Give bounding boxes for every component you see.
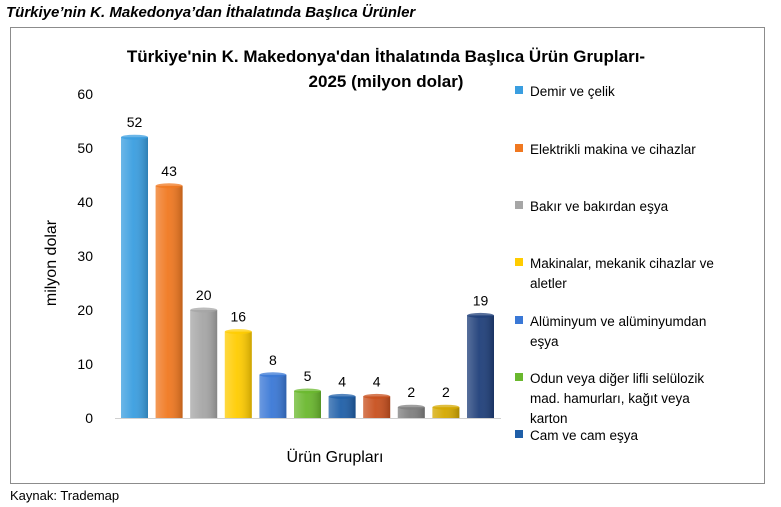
legend-swatch <box>515 86 523 94</box>
bar-shade <box>259 374 287 418</box>
y-tick-label: 30 <box>77 248 93 264</box>
bar-shade <box>467 315 494 418</box>
bar-shade <box>432 407 460 418</box>
legend-swatch <box>515 201 523 209</box>
legend-swatch <box>515 258 523 266</box>
legend-entry-text: Cam ve cam eşya <box>530 428 639 443</box>
bar-top <box>190 307 218 313</box>
y-tick-label: 50 <box>77 140 93 156</box>
bar-shade <box>155 185 183 418</box>
legend-swatch <box>515 316 523 324</box>
legend-entry-text: Demir ve çelik <box>530 84 615 99</box>
bar-data-label: 8 <box>269 352 277 368</box>
bar-shade <box>224 331 252 418</box>
bar-data-label: 5 <box>304 368 312 384</box>
legend-entry-text: karton <box>530 411 568 426</box>
bar-chart: Türkiye'nin K. Makedonya'dan İthalatında… <box>43 47 714 466</box>
chart-frame: Türkiye'nin K. Makedonya'dan İthalatında… <box>10 27 765 484</box>
bar-shade <box>121 137 148 418</box>
legend-entry-text: Makinalar, mekanik cihazlar ve <box>530 256 714 271</box>
bar-shade <box>190 310 218 418</box>
bar-shade <box>363 396 391 418</box>
legend-entry-text: Alüminyum ve alüminyumdan <box>530 314 706 329</box>
legend-entry-text: mad. hamurları, kağıt veya <box>530 391 690 406</box>
legend-entry-text: Odun veya diğer lifli selülozik <box>530 371 704 386</box>
chart-title-line-1: Türkiye'nin K. Makedonya'dan İthalatında… <box>127 47 645 66</box>
bar-data-label: 19 <box>473 292 489 308</box>
bar-top <box>121 134 148 140</box>
bar-top <box>259 372 287 378</box>
y-tick-label: 0 <box>85 410 93 426</box>
bar-data-label: 4 <box>338 373 346 389</box>
source-note: Kaynak: Trademap <box>10 488 120 503</box>
bar-top <box>155 183 183 189</box>
bar-top <box>467 312 494 318</box>
bar-shade <box>397 407 425 418</box>
bar-top <box>432 404 460 410</box>
y-tick-label: 60 <box>77 86 93 102</box>
legend-entry-text: Elektrikli makina ve cihazlar <box>530 142 696 157</box>
bar-shade <box>294 391 321 418</box>
bar-data-label: 16 <box>231 309 247 325</box>
bar-data-label: 4 <box>373 373 381 389</box>
legend-entry-text: Bakır ve bakırdan eşya <box>530 199 669 214</box>
chart-title-line-2: 2025 (milyon dolar) <box>309 72 464 91</box>
legend-entry-text: aletler <box>530 276 567 291</box>
bar-top <box>224 329 252 335</box>
bar-data-label: 43 <box>161 163 177 179</box>
bar-data-label: 2 <box>407 384 415 400</box>
y-axis-label: milyon dolar <box>43 219 60 306</box>
bar-top <box>294 388 321 394</box>
y-tick-label: 20 <box>77 302 93 318</box>
bar-data-label: 20 <box>196 287 212 303</box>
bar-data-label: 2 <box>442 384 450 400</box>
bar-data-label: 52 <box>127 114 143 130</box>
y-tick-label: 10 <box>77 356 93 372</box>
legend-swatch <box>515 373 523 381</box>
bar-top <box>328 393 356 399</box>
legend-swatch <box>515 430 523 438</box>
bar-top <box>397 404 425 410</box>
legend-entry-text: eşya <box>530 334 559 349</box>
bar-shade <box>328 396 356 418</box>
x-axis-label: Ürün Grupları <box>287 448 384 466</box>
legend-swatch <box>515 144 523 152</box>
y-tick-label: 40 <box>77 194 93 210</box>
bar-top <box>363 393 391 399</box>
page-heading: Türkiye’nin K. Makedonya’dan İthalatında… <box>6 4 416 21</box>
